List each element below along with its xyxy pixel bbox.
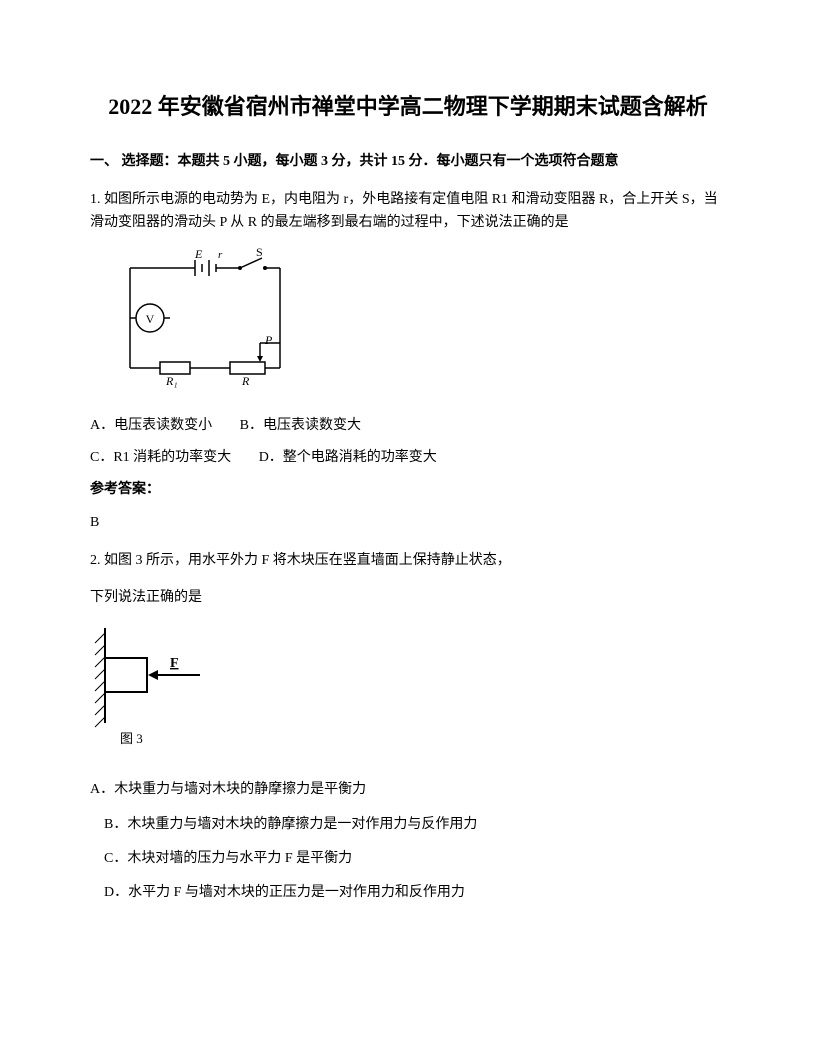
q1-option-c: C．R1 消耗的功率变大 <box>90 450 231 465</box>
q2-option-d: D．水平力 F 与墙对木块的正压力是一对作用力和反作用力 <box>90 882 726 904</box>
q1-answer-label: 参考答案： <box>90 479 726 501</box>
label-fig3: 图 3 <box>120 731 143 746</box>
q2-option-a: A．木块重力与墙对木块的静摩擦力是平衡力 <box>90 779 726 801</box>
section-header: 一、 选择题：本题共 5 小题，每小题 3 分，共计 15 分．每小题只有一个选… <box>90 151 726 173</box>
q2-text: 2. 如图 3 所示，用水平外力 F 将木块压在竖直墙面上保持静止状态， <box>90 550 726 572</box>
q1-answer: B <box>90 512 726 534</box>
q1-circuit-diagram: V E r S P R₁ R <box>110 248 726 396</box>
label-r-var: R <box>241 374 250 388</box>
q1-text: 1. 如图所示电源的电动势为 E，内电阻为 r，外电路接有定值电阻 R1 和滑动… <box>90 189 726 234</box>
page-title: 2022 年安徽省宿州市禅堂中学高二物理下学期期末试题含解析 <box>90 90 726 123</box>
label-s: S <box>256 248 263 259</box>
voltmeter-label: V <box>146 312 155 326</box>
label-r1: R₁ <box>165 374 178 388</box>
q1-option-a: A．电压表读数变小 <box>90 418 212 433</box>
label-r: r <box>218 249 223 261</box>
q2-option-b: B．木块重力与墙对木块的静摩擦力是一对作用力与反作用力 <box>90 814 726 836</box>
q2-option-c: C．木块对墙的压力与水平力 F 是平衡力 <box>90 848 726 870</box>
label-e: E <box>194 248 203 261</box>
q1-options-row1: A．电压表读数变小 B．电压表读数变大 <box>90 415 726 437</box>
q2-block-diagram: F 图 3 <box>90 623 726 761</box>
q1-option-d: D．整个电路消耗的功率变大 <box>259 450 437 465</box>
label-f: F <box>170 656 179 671</box>
q1-option-b: B．电压表读数变大 <box>240 418 361 433</box>
q2-text2: 下列说法正确的是 <box>90 587 726 609</box>
label-p: P <box>264 333 273 347</box>
q1-options-row2: C．R1 消耗的功率变大 D．整个电路消耗的功率变大 <box>90 447 726 469</box>
